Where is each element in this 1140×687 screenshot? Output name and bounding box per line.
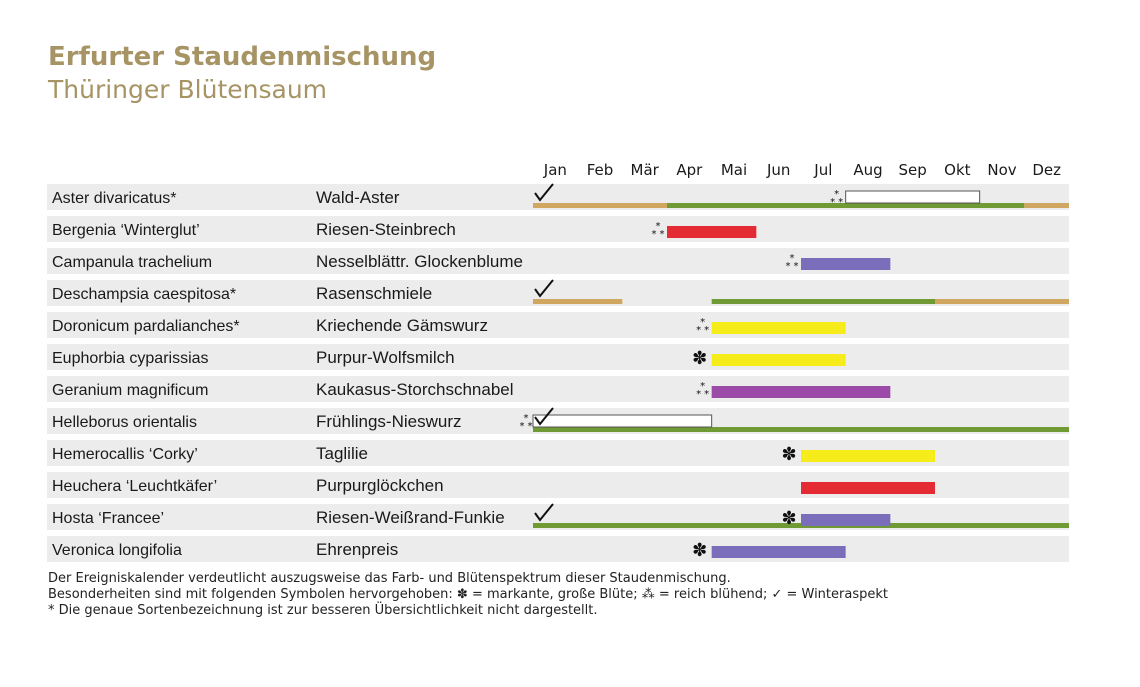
plant-german-name: Frühlings-Nieswurz: [316, 412, 461, 431]
table-row: [47, 216, 1069, 242]
plant-latin-name: Hosta ‘Francee’: [52, 510, 164, 527]
plant-latin-name: Campanula trachelium: [52, 254, 212, 271]
plant-german-name: Ehrenpreis: [316, 540, 398, 559]
large-bloom-icon: ✽: [692, 348, 707, 369]
bloom-bar: [801, 514, 891, 526]
table-row: [47, 312, 1069, 338]
rich-bloom-icon: *: [834, 189, 839, 200]
plant-german-name: Kaukasus-Storchschnabel: [316, 380, 514, 399]
plant-latin-name: Hemerocallis ‘Corky’: [52, 446, 198, 463]
month-label: Nov: [987, 161, 1016, 179]
footer-line-symbols: Besonderheiten sind mit folgenden Symbol…: [48, 587, 888, 602]
rich-bloom-icon: *: [838, 197, 843, 208]
rich-bloom-icon: *: [704, 325, 709, 336]
bloom-bar: [801, 450, 935, 462]
legend-footer: Der Ereigniskalender verdeutlicht auszug…: [48, 571, 888, 619]
bloom-outline-bar: [532, 414, 713, 428]
large-bloom-icon: ✽: [781, 508, 796, 529]
month-label: Jul: [813, 161, 832, 179]
plant-latin-name: Heuchera ‘Leuchtkäfer’: [52, 478, 217, 495]
month-label: Jun: [766, 161, 790, 179]
table-row: [47, 536, 1069, 562]
table-row: [47, 376, 1069, 402]
plant-latin-name: Bergenia ‘Winterglut’: [52, 222, 200, 239]
table-row: [47, 344, 1069, 370]
plant-german-name: Nesselblättr. Glockenblume: [316, 252, 523, 271]
bloom-bar: [711, 322, 846, 334]
foliage-bar: [667, 203, 1025, 208]
month-label: Mär: [631, 161, 660, 179]
bloom-bar: [711, 354, 846, 366]
plant-latin-name: Helleborus orientalis: [52, 414, 197, 431]
month-label: Okt: [944, 161, 970, 179]
month-label: Mai: [721, 161, 747, 179]
bloom-outline-bar: [845, 190, 981, 204]
rich-bloom-icon: *: [524, 413, 529, 424]
plant-latin-name: Deschampsia caespitosa*: [52, 286, 236, 303]
foliage-bar: [935, 299, 1069, 304]
month-label: Jan: [543, 161, 567, 179]
month-label: Dez: [1032, 161, 1061, 179]
plant-german-name: Kriechende Gämswurz: [316, 316, 488, 335]
rich-bloom-icon: *: [696, 325, 701, 336]
foliage-bar: [1024, 203, 1069, 208]
rich-bloom-icon: *: [704, 389, 709, 400]
bloom-bar: [667, 226, 757, 238]
plant-german-name: Purpur-Wolfsmilch: [316, 348, 455, 367]
plant-german-name: Purpurglöckchen: [316, 476, 444, 495]
large-bloom-icon: ✽: [692, 540, 707, 561]
rich-bloom-icon: *: [830, 197, 835, 208]
plant-german-name: Riesen-Steinbrech: [316, 220, 456, 239]
rich-bloom-icon: *: [656, 221, 661, 232]
winter-aspect-icon: [534, 503, 554, 522]
month-label: Aug: [853, 161, 882, 179]
rich-bloom-icon: *: [786, 261, 791, 272]
plant-german-name: Taglilie: [316, 444, 368, 463]
winter-aspect-icon: [534, 183, 554, 202]
foliage-bar: [533, 427, 1069, 432]
winter-aspect-icon: [534, 407, 554, 426]
plant-latin-name: Doronicum pardalianches*: [52, 318, 240, 335]
bloom-bar: [801, 482, 935, 494]
rich-bloom-icon: *: [696, 389, 701, 400]
plant-german-name: Riesen-Weißrand-Funkie: [316, 508, 505, 527]
foliage-bar: [533, 299, 623, 304]
rich-bloom-icon: *: [652, 229, 657, 240]
month-label: Sep: [899, 161, 927, 179]
plant-latin-name: Aster divaricatus*: [52, 190, 177, 207]
winter-aspect-icon: [534, 279, 554, 298]
rich-bloom-icon: *: [660, 229, 665, 240]
plant-latin-name: Euphorbia cyparissias: [52, 350, 209, 367]
plant-latin-name: Geranium magnificum: [52, 382, 209, 399]
rich-bloom-icon: *: [790, 253, 795, 264]
foliage-bar: [533, 203, 667, 208]
rich-bloom-icon: *: [528, 421, 533, 432]
footer-line-note: * Die genaue Sortenbezeichnung ist zur b…: [48, 603, 598, 618]
bloom-bar: [711, 546, 846, 558]
month-label: Apr: [676, 161, 703, 179]
page-title: Erfurter Staudenmischung: [48, 42, 437, 72]
footer-line-description: Der Ereigniskalender verdeutlicht auszug…: [48, 571, 731, 586]
plant-german-name: Rasenschmiele: [316, 284, 432, 303]
page-subtitle: Thüringer Blütensaum: [48, 75, 328, 104]
rich-bloom-icon: *: [520, 421, 525, 432]
rich-bloom-icon: *: [700, 381, 705, 392]
month-label: Feb: [587, 161, 614, 179]
large-bloom-icon: ✽: [781, 444, 796, 465]
rich-bloom-icon: *: [700, 317, 705, 328]
plant-latin-name: Veronica longifolia: [52, 542, 182, 559]
table-row: [47, 248, 1069, 274]
bloom-bar: [801, 258, 891, 270]
rich-bloom-icon: *: [794, 261, 799, 272]
plant-german-name: Wald-Aster: [316, 188, 400, 207]
bloom-bar: [711, 386, 891, 398]
foliage-bar: [711, 299, 935, 304]
